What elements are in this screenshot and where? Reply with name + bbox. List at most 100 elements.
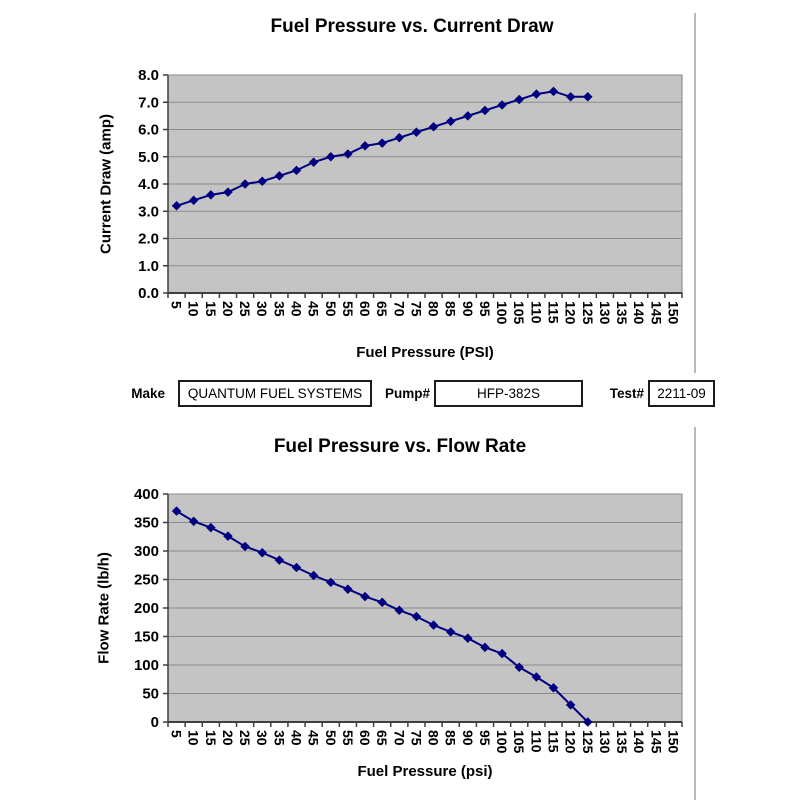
x-tick-label: 35 bbox=[271, 730, 287, 746]
y-tick-label: 2.0 bbox=[138, 231, 159, 248]
x-tick-label: 145 bbox=[648, 301, 664, 325]
data-point-marker bbox=[411, 611, 422, 622]
make-field: QUANTUM FUEL SYSTEMS bbox=[178, 380, 372, 407]
data-point-marker bbox=[565, 91, 576, 102]
data-point-marker bbox=[582, 91, 593, 102]
y-tick-label: 3.0 bbox=[138, 203, 159, 220]
chart1-title: Fuel Pressure vs. Current Draw bbox=[270, 16, 554, 37]
x-tick-label: 75 bbox=[408, 730, 424, 746]
data-point-marker bbox=[445, 116, 456, 127]
data-point-marker bbox=[377, 138, 388, 148]
y-tick-label: 7.0 bbox=[138, 94, 159, 111]
data-point-marker bbox=[514, 94, 525, 105]
x-tick-label: 90 bbox=[460, 301, 476, 317]
y-gridlines bbox=[168, 74, 682, 267]
x-tick-label: 110 bbox=[528, 301, 544, 324]
x-tick-label: 125 bbox=[580, 301, 596, 325]
x-tick-label: 25 bbox=[237, 730, 253, 746]
x-tick-label: 145 bbox=[648, 730, 664, 754]
x-tick-label: 100 bbox=[494, 730, 510, 754]
x-tick-label: 70 bbox=[391, 730, 407, 746]
x-tick-label: 65 bbox=[374, 730, 390, 746]
data-point-marker bbox=[308, 570, 319, 581]
data-point-marker bbox=[274, 170, 285, 181]
data-point-marker bbox=[445, 627, 456, 637]
series-markers bbox=[171, 506, 593, 727]
y-tick-label: 150 bbox=[134, 629, 159, 646]
x-tick-label: 105 bbox=[511, 730, 527, 754]
x-tick-label: 20 bbox=[220, 301, 236, 317]
chart1-y-axis-title: Current Draw (amp) bbox=[97, 113, 115, 255]
test-number-label: Test# bbox=[609, 386, 644, 401]
x-tick-label: 15 bbox=[203, 730, 219, 746]
y-tick-label: 400 bbox=[134, 486, 159, 503]
y-tick-label: 250 bbox=[134, 572, 159, 589]
series-markers bbox=[171, 86, 593, 211]
x-tick-label: 80 bbox=[426, 730, 442, 746]
x-tick-label: 25 bbox=[237, 301, 253, 317]
y-tick-label: 0 bbox=[151, 714, 159, 731]
x-tick-label: 95 bbox=[477, 730, 493, 746]
x-tick-label: 55 bbox=[340, 730, 356, 746]
x-tick-label: 75 bbox=[408, 301, 424, 317]
data-point-marker bbox=[497, 648, 507, 659]
data-point-marker bbox=[205, 190, 216, 200]
x-tick-label: 35 bbox=[271, 301, 287, 317]
x-tick-label: 135 bbox=[614, 301, 630, 325]
data-point-marker bbox=[325, 577, 336, 588]
data-point-marker bbox=[480, 642, 490, 653]
y-tick-label: 300 bbox=[134, 543, 159, 560]
x-tick-label: 115 bbox=[546, 301, 562, 324]
data-point-marker bbox=[325, 151, 336, 162]
data-point-marker bbox=[257, 176, 268, 187]
data-point-marker bbox=[531, 672, 542, 682]
data-point-marker bbox=[531, 89, 542, 99]
x-tick-label: 105 bbox=[511, 301, 527, 325]
x-tick-label: 150 bbox=[665, 730, 681, 754]
data-point-marker bbox=[188, 516, 199, 527]
x-tick-label: 40 bbox=[289, 730, 305, 746]
x-tick-label: 65 bbox=[374, 301, 390, 317]
data-point-marker bbox=[291, 165, 302, 176]
x-tick-label: 5 bbox=[169, 730, 185, 738]
data-point-marker bbox=[497, 100, 507, 110]
x-tick-label: 140 bbox=[631, 730, 647, 754]
data-point-marker bbox=[291, 562, 302, 573]
x-tick-label: 100 bbox=[494, 301, 510, 325]
data-point-marker bbox=[377, 597, 388, 608]
data-point-marker bbox=[308, 157, 319, 168]
x-tick-label: 70 bbox=[391, 301, 407, 317]
y-gridlines bbox=[168, 493, 682, 694]
y-tick-label: 50 bbox=[142, 686, 159, 703]
data-point-marker bbox=[394, 605, 405, 616]
data-point-marker bbox=[205, 522, 216, 533]
x-tick-label: 80 bbox=[426, 301, 442, 317]
data-point-marker bbox=[480, 105, 490, 116]
data-point-marker bbox=[343, 584, 353, 595]
y-tick-label: 0.0 bbox=[138, 285, 159, 302]
data-point-marker bbox=[188, 195, 199, 206]
chart1-right-border bbox=[694, 13, 696, 373]
data-point-marker bbox=[171, 200, 182, 211]
y-tick-label: 8.0 bbox=[138, 67, 159, 84]
y-tick-label: 200 bbox=[134, 600, 159, 617]
x-tick-label: 85 bbox=[443, 730, 459, 746]
data-point-marker bbox=[274, 555, 285, 565]
x-tick-label: 90 bbox=[460, 730, 476, 746]
data-point-marker bbox=[223, 187, 233, 198]
chart2-right-border bbox=[694, 427, 696, 800]
y-tick-label: 1.0 bbox=[138, 258, 159, 275]
data-point-marker bbox=[462, 111, 473, 121]
chart1-x-axis-title: Fuel Pressure (PSI) bbox=[356, 344, 494, 361]
y-tick-label: 6.0 bbox=[138, 122, 159, 139]
x-tick-label: 10 bbox=[186, 730, 202, 746]
chart2-plot: 400 350 300 250 200 150 100 50 0 5 10 15 20 25 30 35 40 4… bbox=[134, 486, 683, 754]
x-tick-label: 115 bbox=[546, 730, 562, 753]
x-tick-label: 135 bbox=[614, 730, 630, 754]
x-tick-label: 45 bbox=[306, 730, 322, 746]
data-point-marker bbox=[171, 506, 182, 516]
y-tick-label: 350 bbox=[134, 515, 159, 532]
y-tick-label: 100 bbox=[134, 657, 159, 674]
data-point-marker bbox=[548, 682, 559, 693]
x-tick-label: 50 bbox=[323, 301, 339, 317]
